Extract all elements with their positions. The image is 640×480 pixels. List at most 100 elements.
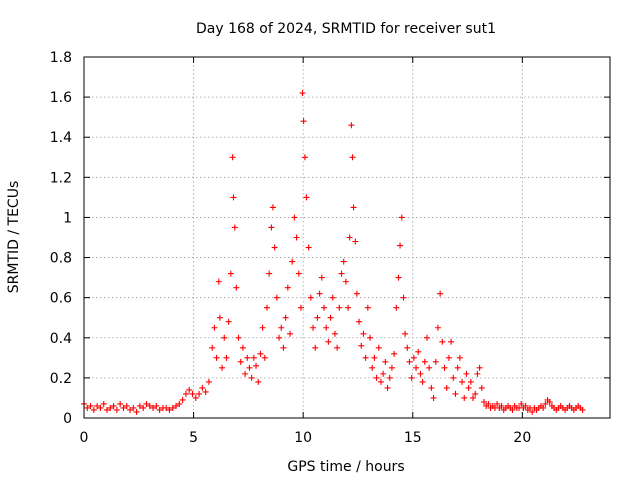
data-point — [237, 358, 244, 365]
data-point — [150, 404, 157, 411]
data-point — [450, 374, 457, 381]
data-point — [248, 374, 255, 381]
data-point — [472, 390, 479, 397]
data-points — [81, 90, 586, 415]
data-point — [202, 388, 209, 395]
data-point — [239, 344, 246, 351]
data-point — [518, 400, 525, 407]
data-point — [205, 378, 212, 385]
data-point — [408, 374, 415, 381]
data-point — [143, 400, 150, 407]
data-point — [421, 358, 428, 365]
data-point — [386, 374, 393, 381]
data-point — [400, 294, 407, 301]
data-point — [189, 390, 196, 397]
data-point — [327, 314, 334, 321]
data-point — [404, 344, 411, 351]
data-point — [223, 354, 230, 361]
data-point — [542, 400, 549, 407]
data-point — [509, 406, 516, 413]
data-point — [97, 404, 104, 411]
data-point — [213, 354, 220, 361]
data-point — [84, 404, 91, 411]
data-point — [498, 402, 505, 409]
data-point — [437, 290, 444, 297]
data-point — [373, 374, 380, 381]
data-point — [398, 214, 405, 221]
data-point — [364, 304, 371, 311]
data-point — [289, 258, 296, 265]
data-point — [423, 334, 430, 341]
data-point — [216, 314, 223, 321]
data-point — [278, 324, 285, 331]
data-point — [293, 234, 300, 241]
data-point — [476, 364, 483, 371]
data-point — [225, 318, 232, 325]
x-axis-label: GPS time / hours — [287, 459, 404, 475]
data-point — [242, 370, 249, 377]
y-tick-label: 1.8 — [50, 50, 72, 66]
data-point — [410, 354, 417, 361]
data-point — [215, 278, 222, 285]
data-point — [350, 204, 357, 211]
data-point — [87, 402, 94, 409]
data-point — [465, 384, 472, 391]
data-point — [117, 400, 124, 407]
y-tick-label: 0.2 — [50, 371, 72, 387]
data-point — [443, 384, 450, 391]
y-tick-label: 1.2 — [50, 170, 72, 186]
data-point — [323, 324, 330, 331]
y-axis-label: SRMTID / TECUs — [6, 181, 22, 294]
data-point — [299, 90, 306, 97]
data-point — [312, 344, 319, 351]
data-point — [579, 406, 586, 413]
data-point — [305, 244, 312, 251]
chart-title: Day 168 of 2024, SRMTID for receiver sut… — [196, 21, 496, 37]
data-point — [382, 358, 389, 365]
data-point — [485, 400, 492, 407]
data-point — [439, 338, 446, 345]
data-point — [169, 404, 176, 411]
data-point — [291, 214, 298, 221]
data-point — [346, 234, 353, 241]
y-tick-label: 0 — [63, 411, 72, 427]
data-point — [340, 258, 347, 265]
data-point — [229, 154, 236, 161]
data-point — [393, 304, 400, 311]
data-point — [417, 370, 424, 377]
data-point — [127, 406, 134, 413]
data-point — [100, 400, 107, 407]
data-point — [186, 386, 193, 393]
data-point — [307, 294, 314, 301]
y-tick-label: 1 — [63, 210, 72, 226]
data-point — [90, 406, 97, 413]
data-point — [130, 404, 137, 411]
plot-frame — [83, 56, 611, 419]
data-point — [273, 294, 280, 301]
data-point — [146, 402, 153, 409]
data-point — [461, 394, 468, 401]
data-point — [179, 396, 186, 403]
x-tick-label: 20 — [513, 430, 531, 446]
data-point — [314, 314, 321, 321]
data-point — [377, 378, 384, 385]
data-point — [297, 304, 304, 311]
data-point — [434, 324, 441, 331]
data-point — [284, 284, 291, 291]
data-point — [257, 350, 264, 357]
data-point — [246, 364, 253, 371]
data-point — [406, 358, 413, 365]
data-point — [388, 364, 395, 371]
data-point — [318, 274, 325, 281]
data-point — [463, 370, 470, 377]
data-point — [329, 294, 336, 301]
data-point — [494, 400, 501, 407]
data-point — [227, 270, 234, 277]
data-point — [452, 390, 459, 397]
x-tick-label: 15 — [404, 430, 422, 446]
data-point — [356, 318, 363, 325]
data-point — [276, 334, 283, 341]
data-point — [345, 304, 352, 311]
data-point — [94, 402, 101, 409]
data-point — [301, 154, 308, 161]
